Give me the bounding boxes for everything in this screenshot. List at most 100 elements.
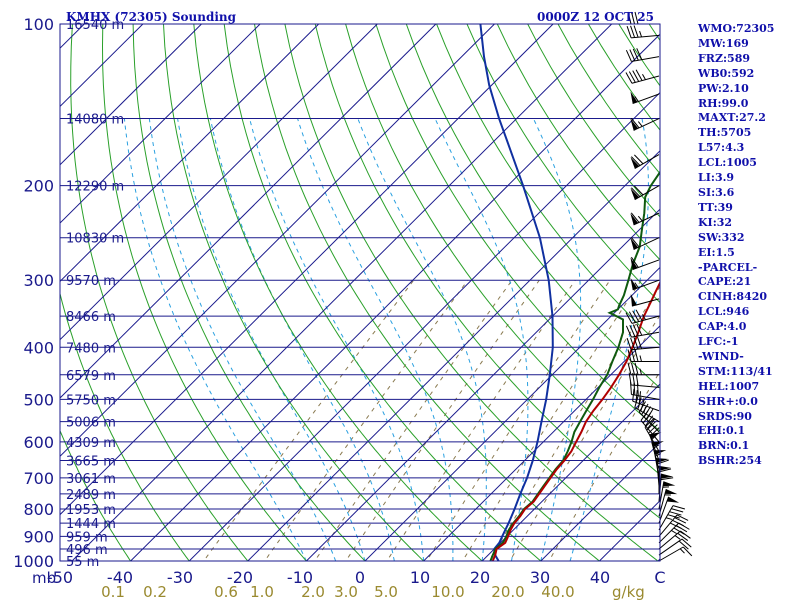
wind-barb — [658, 465, 672, 494]
wind-barb-full — [631, 11, 635, 25]
wind-barb-staff — [632, 400, 660, 412]
wind-barb-full — [637, 336, 643, 349]
isotherm-line — [364, 266, 660, 561]
wind-barb — [628, 372, 660, 388]
stat-item: HEL:1007 — [698, 379, 760, 393]
wind-barb-full — [660, 477, 674, 481]
wind-barb — [658, 538, 692, 556]
wind-barb-full — [649, 427, 660, 437]
wind-barb-half — [642, 314, 646, 321]
wind-barb-full — [673, 527, 685, 535]
wind-barb-staff — [633, 237, 660, 250]
wind-barb-staff — [658, 538, 683, 556]
wind-barb-full — [630, 187, 641, 198]
stat-item: LI:3.9 — [698, 171, 735, 185]
wind-barb — [630, 256, 660, 270]
wind-barb-staff — [631, 384, 660, 388]
isotherm-line — [60, 24, 495, 458]
height-label: 16540 m — [66, 18, 124, 33]
wind-barb-flag — [630, 118, 639, 131]
wind-barb-full — [676, 514, 689, 521]
wind-barb — [630, 185, 660, 201]
wind-barb-full — [643, 406, 651, 418]
temperature-tick-label: -30 — [167, 568, 193, 587]
moist-adiabats — [123, 118, 649, 561]
mixing-ratio-line — [488, 285, 660, 561]
stat-item: L57:4.3 — [698, 141, 745, 155]
isotherm-line — [540, 441, 660, 561]
wind-barb — [658, 514, 689, 537]
wind-barb-staff — [658, 514, 678, 537]
height-label: 2489 m — [66, 488, 116, 503]
isotherm-line — [188, 91, 660, 561]
wind-barb-full — [625, 49, 632, 62]
wind-barb-full — [635, 373, 639, 386]
wind-barb-full — [635, 309, 643, 321]
stat-item: LCL:946 — [698, 305, 750, 319]
pressure-unit-label: mb — [32, 569, 56, 587]
wind-barb-half — [665, 517, 673, 520]
mixing-ratio-label: 0.6 — [214, 583, 238, 600]
stat-item: PW:2.10 — [698, 81, 749, 95]
temperature-tick-label: 10 — [410, 568, 430, 587]
wind-barb — [625, 48, 660, 62]
stat-item: -WIND- — [698, 349, 744, 363]
height-label: 7480 m — [66, 341, 116, 356]
wind-barb-full — [633, 337, 639, 350]
wind-barb-full — [656, 459, 669, 465]
isotherm-line — [60, 24, 437, 399]
pressure-tick-label: 700 — [23, 469, 54, 488]
temperature-tick-label: -50 — [47, 568, 73, 587]
sounding-indices: WMO:72305 MW:169 FRZ:589 WB0:592 PW:2.10 RH:9… — [698, 22, 774, 469]
wind-barb-full — [634, 349, 639, 362]
wind-barb-staff — [658, 546, 684, 562]
wind-barb-staff — [631, 298, 660, 307]
height-label: 3061 m — [66, 472, 116, 487]
mixing-ratio-label: 40.0 — [541, 583, 574, 600]
temperature-line — [491, 280, 660, 561]
isotherm-line — [60, 24, 554, 516]
moist-adiabat-line — [148, 118, 337, 561]
height-label: 55 m — [66, 555, 99, 570]
wind-barb-flag — [664, 489, 678, 495]
wind-barb-full — [646, 408, 654, 420]
mixing-ratio-label: 5.0 — [374, 583, 398, 600]
pressure-tick-labels: 100 200 300 400 500 600 700 800 900 1000 — [13, 15, 54, 571]
wind-barb-half — [639, 30, 643, 38]
chart-title: KMHX (72305) Sounding — [66, 10, 237, 24]
wind-barb-staff — [658, 522, 680, 544]
wind-barb-flag — [630, 157, 640, 169]
plot-frame — [59, 23, 661, 562]
wind-barb-flag — [661, 473, 674, 479]
wind-barb-staff — [631, 346, 660, 351]
pressure-tick-label: 800 — [23, 500, 54, 519]
mixing-ratio-label: 0.2 — [143, 583, 167, 600]
wind-barb-full — [633, 25, 639, 38]
wind-barb-full — [636, 323, 643, 336]
wind-barb-staff — [658, 530, 681, 550]
dry-adiabat-line — [375, 24, 660, 432]
wind-barb-flag — [662, 481, 676, 487]
mixing-ratio-label: 10.0 — [431, 583, 464, 600]
dry-adiabat-line — [436, 24, 660, 346]
wind-barb-staff — [651, 442, 660, 470]
wind-barb-full — [629, 49, 636, 62]
wind-barb-half — [639, 355, 642, 362]
dry-adiabat-line — [405, 24, 660, 389]
stat-item: RH:99.0 — [698, 96, 749, 110]
isotherm-line — [60, 24, 378, 341]
stat-item: SHR+:0.0 — [698, 394, 758, 408]
wind-barb-full — [647, 418, 656, 429]
wind-barb — [658, 496, 680, 524]
wind-barb-full — [631, 362, 635, 375]
dry-adiabat-line — [223, 24, 542, 561]
mixing-ratio-label: 2.0 — [301, 583, 325, 600]
stat-item: BSHR:254 — [698, 454, 762, 468]
mixing-ratio-line — [203, 279, 415, 561]
wind-barb-full — [626, 337, 632, 350]
chart-subtitle: 0000Z 12 OCT 25 — [537, 10, 654, 24]
wind-barb-full — [631, 349, 635, 362]
height-label: 5750 m — [66, 393, 116, 408]
dry-adiabat-line — [314, 24, 660, 519]
